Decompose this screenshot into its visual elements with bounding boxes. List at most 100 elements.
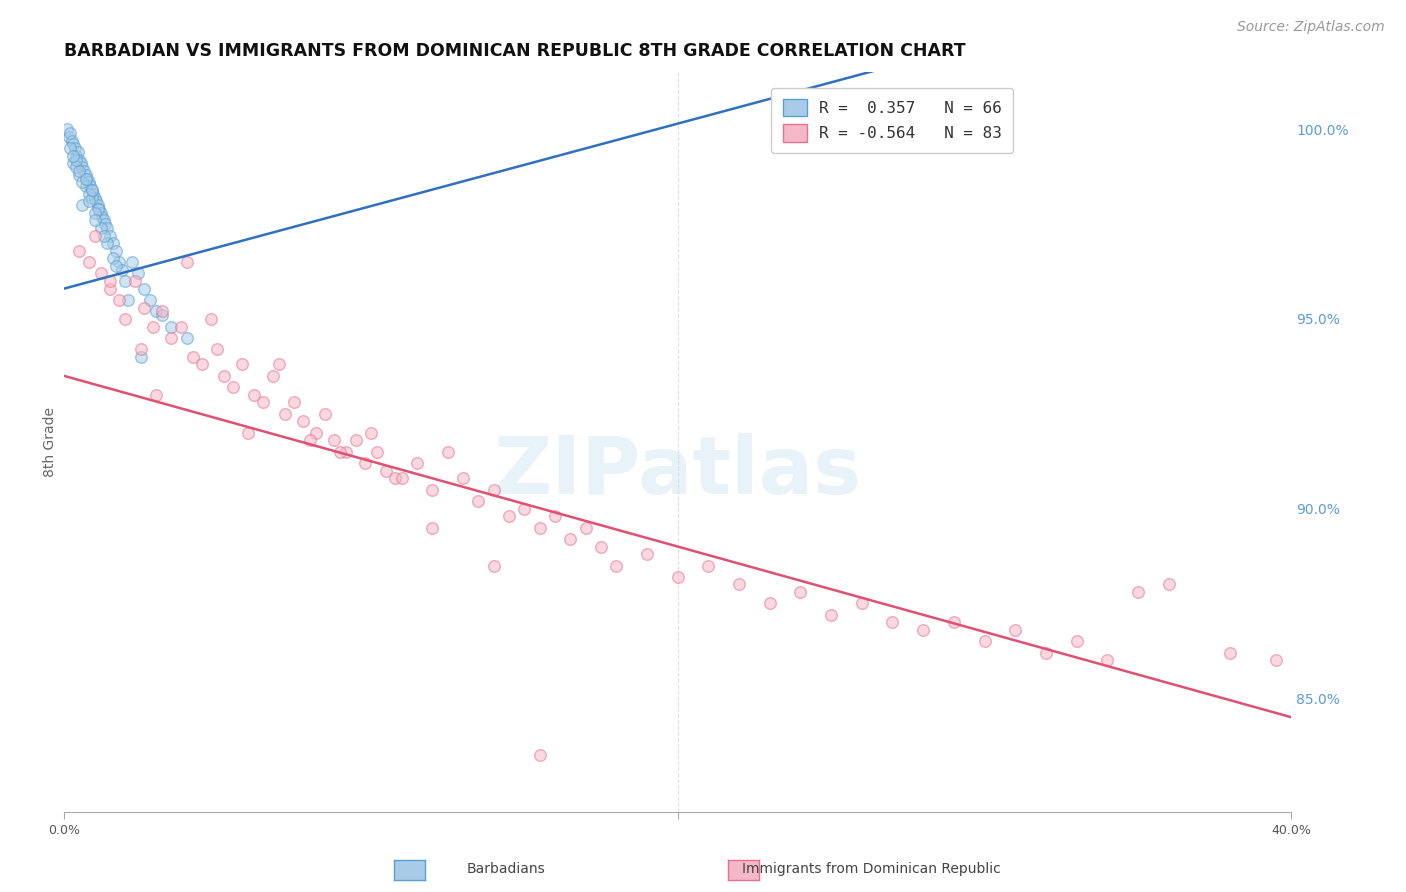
Point — [666, 570, 689, 584]
Point — [191, 358, 214, 372]
Point — [274, 407, 297, 421]
Point — [80, 183, 103, 197]
Point — [482, 483, 505, 497]
Point — [111, 262, 134, 277]
Point — [145, 388, 167, 402]
Point — [1004, 623, 1026, 637]
Point — [605, 558, 627, 573]
Text: ZIPatlas: ZIPatlas — [494, 433, 862, 511]
Point — [467, 494, 489, 508]
Point — [267, 358, 290, 372]
Point — [1097, 653, 1119, 667]
Point — [482, 558, 505, 573]
Point — [93, 213, 115, 227]
Point — [150, 308, 173, 322]
Point — [344, 434, 367, 448]
Point — [93, 228, 115, 243]
Point — [62, 149, 84, 163]
Point — [83, 228, 105, 243]
Point — [72, 198, 94, 212]
Point — [65, 161, 87, 175]
Point — [90, 206, 112, 220]
Point — [142, 319, 165, 334]
Point — [973, 634, 995, 648]
Point — [83, 213, 105, 227]
Point — [789, 585, 811, 599]
Point — [820, 607, 842, 622]
Point — [335, 444, 357, 458]
Point — [420, 520, 443, 534]
Point — [1219, 646, 1241, 660]
Point — [160, 331, 183, 345]
Point — [252, 395, 274, 409]
Point — [75, 168, 97, 182]
Point — [882, 615, 904, 630]
Point — [77, 194, 100, 209]
Point — [544, 509, 567, 524]
Point — [73, 164, 96, 178]
Point — [212, 368, 235, 383]
Point — [67, 164, 90, 178]
Point — [283, 395, 305, 409]
Point — [728, 577, 751, 591]
Point — [498, 509, 520, 524]
Point — [70, 156, 93, 170]
Point — [59, 126, 82, 140]
Point — [80, 191, 103, 205]
Y-axis label: 8th Grade: 8th Grade — [44, 408, 58, 477]
Point — [207, 343, 229, 357]
Point — [105, 259, 128, 273]
Point — [83, 191, 105, 205]
Point — [298, 434, 321, 448]
Point — [375, 464, 398, 478]
Point — [329, 444, 352, 458]
Point — [560, 532, 582, 546]
Point — [62, 156, 84, 170]
Point — [77, 186, 100, 201]
Point — [98, 282, 121, 296]
Point — [200, 312, 222, 326]
Point — [1126, 585, 1149, 599]
Point — [67, 168, 90, 182]
Point — [243, 388, 266, 402]
Point — [87, 198, 110, 212]
Point — [58, 129, 80, 144]
Point — [56, 122, 79, 136]
Point — [391, 471, 413, 485]
Point — [77, 176, 100, 190]
Point — [96, 236, 118, 251]
Point — [75, 179, 97, 194]
Point — [105, 244, 128, 258]
Point — [62, 137, 84, 152]
Point — [114, 312, 136, 326]
Text: Barbadians: Barbadians — [467, 862, 546, 876]
Point — [101, 236, 124, 251]
Point — [77, 255, 100, 269]
Point — [384, 471, 406, 485]
Point — [98, 274, 121, 288]
Point — [127, 267, 149, 281]
Legend: R =  0.357   N = 66, R = -0.564   N = 83: R = 0.357 N = 66, R = -0.564 N = 83 — [772, 87, 1014, 153]
Point — [912, 623, 935, 637]
Point — [323, 434, 346, 448]
Point — [129, 350, 152, 364]
Point — [150, 304, 173, 318]
Point — [67, 244, 90, 258]
Point — [139, 293, 162, 307]
Point — [87, 202, 110, 216]
Point — [80, 183, 103, 197]
Point — [292, 414, 315, 428]
Point — [851, 597, 873, 611]
Point — [63, 141, 86, 155]
Point — [108, 255, 131, 269]
Point — [124, 274, 146, 288]
Point — [65, 149, 87, 163]
Point — [305, 425, 328, 440]
Point — [98, 228, 121, 243]
Point — [82, 186, 104, 201]
Point — [101, 252, 124, 266]
Point — [83, 206, 105, 220]
Point — [697, 558, 720, 573]
Point — [176, 331, 198, 345]
Point — [529, 520, 551, 534]
